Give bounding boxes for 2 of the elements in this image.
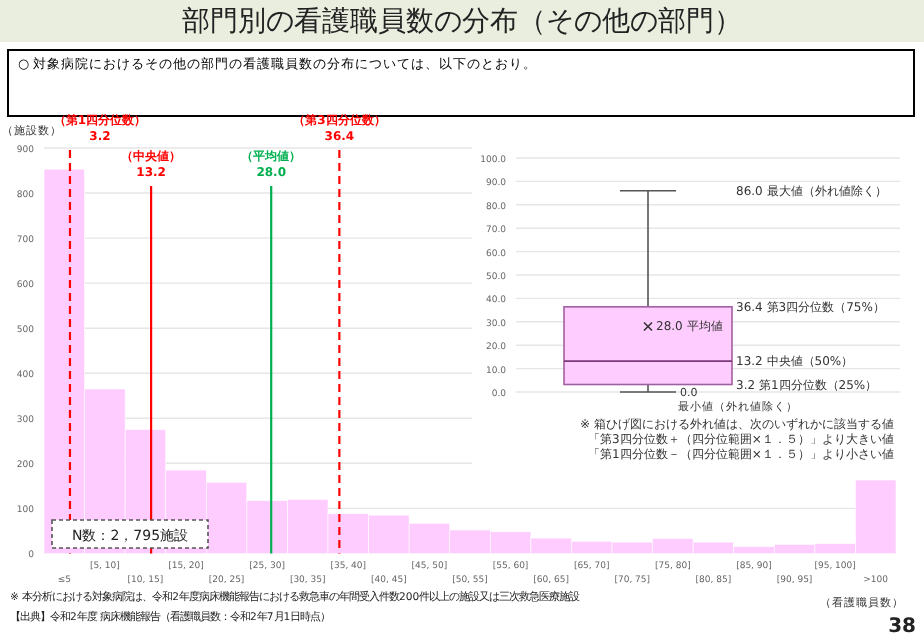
chart-title: 部門別の看護職員数の分布（その他の部門）	[182, 6, 742, 38]
text: 38	[888, 616, 917, 638]
